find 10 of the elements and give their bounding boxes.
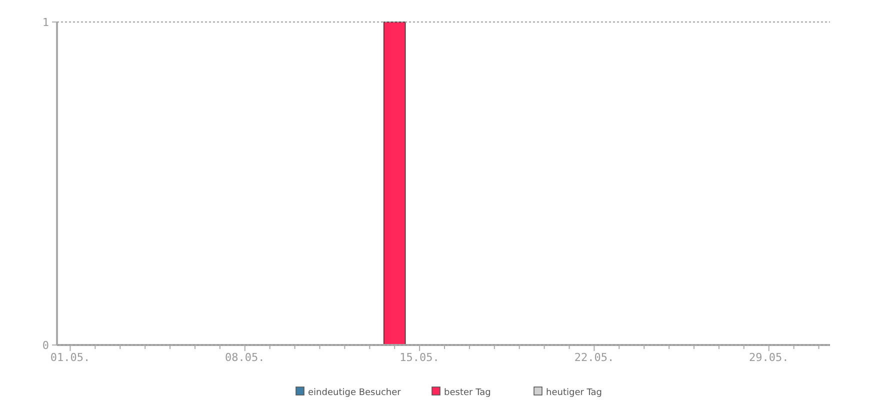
legend-label: heutiger Tag: [546, 388, 602, 398]
y-tick-label: 0: [42, 339, 49, 352]
x-tick-label: 01.05.: [50, 351, 90, 364]
x-tick-label: 29.05.: [748, 351, 789, 364]
x-tick-label: 08.05.: [225, 351, 265, 364]
legend-label: bester Tag: [444, 388, 491, 398]
x-tick-label: 22.05.: [574, 351, 614, 364]
legend-label: eindeutige Besucher: [308, 388, 402, 398]
y-tick-label: 1: [42, 16, 49, 29]
x-tick-label: 15.05.: [400, 351, 440, 364]
